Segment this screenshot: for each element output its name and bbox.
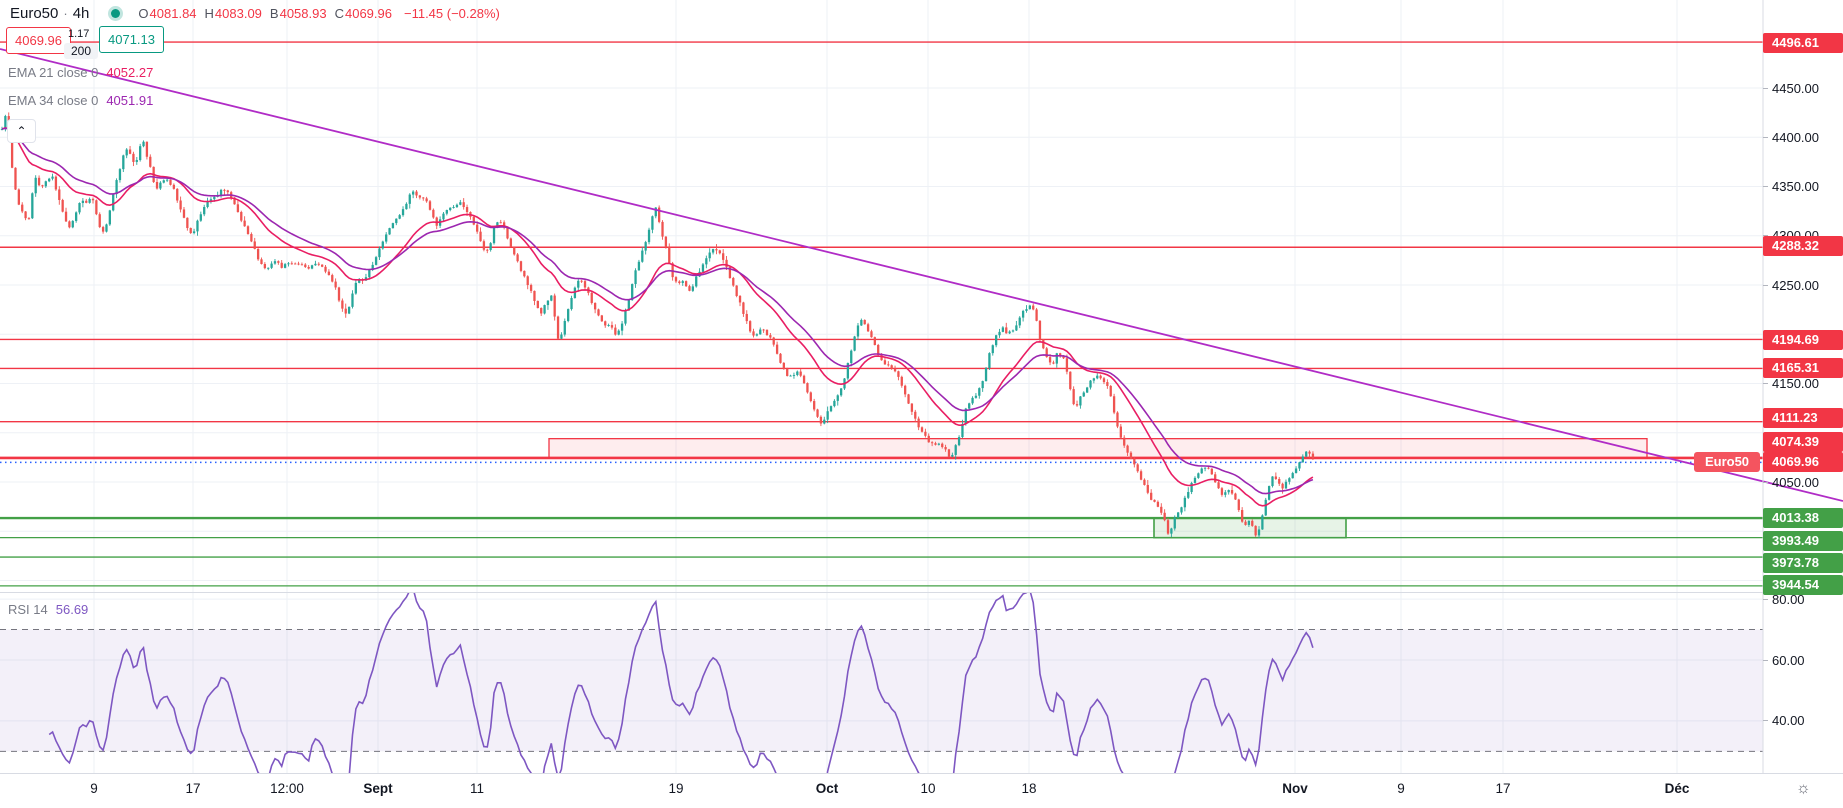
price-level-badge[interactable]: 4194.69: [1763, 330, 1843, 350]
rsi-value: 56.69: [55, 602, 89, 617]
price-tick-label: 4450.00: [1763, 80, 1843, 97]
ratio-numerator: 1.17: [68, 28, 90, 40]
time-axis-label: 11: [469, 781, 485, 796]
rsi-legend[interactable]: RSI 14 56.69: [8, 602, 88, 617]
ema21-legend[interactable]: EMA 21 close 0 4052.27: [8, 65, 153, 80]
ema34-line: [1, 127, 1314, 495]
price-level-badge[interactable]: 4013.38: [1763, 508, 1843, 528]
ema34-value: 4051.91: [106, 93, 154, 108]
current-price-badge[interactable]: 4069.96: [1763, 452, 1843, 472]
low-value: 4058.93: [279, 6, 327, 21]
price-level-badge[interactable]: 4074.39: [1763, 432, 1843, 452]
chevron-up-icon: ⌃: [16, 124, 27, 138]
collapse-legend-button[interactable]: ⌃: [7, 119, 36, 143]
ema21-value: 4052.27: [106, 65, 154, 80]
time-axis-label: 19: [668, 781, 684, 796]
ema34-label: EMA 34 close 0: [8, 93, 99, 108]
close-value: 4069.96: [344, 6, 392, 21]
rsi-tick-label: 60.00: [1763, 652, 1843, 669]
price-level-badge[interactable]: 4496.61: [1763, 33, 1843, 53]
rsi-label: RSI 14: [8, 602, 48, 617]
interval-label[interactable]: 4h: [72, 5, 90, 22]
symbol-legend[interactable]: Euro50 · 4h O4081.84 H4083.09 B4058.93 C…: [10, 5, 500, 22]
price-tick-label: 4050.00: [1763, 474, 1843, 491]
time-axis-label: Nov: [1282, 781, 1308, 796]
time-axis-label: 10: [920, 781, 936, 796]
time-axis-label: 17: [1495, 781, 1511, 796]
rsi-tick-label: 80.00: [1763, 591, 1843, 608]
time-axis-label: 9: [1397, 781, 1405, 796]
ratio-denominator[interactable]: 200: [64, 43, 99, 59]
price-level-badge[interactable]: 3993.49: [1763, 531, 1843, 551]
price-level-badge[interactable]: 4288.32: [1763, 236, 1843, 256]
price-tick-label: 4350.00: [1763, 178, 1843, 195]
open-key: O: [138, 6, 149, 21]
price-alert-box-red[interactable]: 4069.96: [6, 27, 71, 54]
axis-settings-icon[interactable]: ☼: [1796, 780, 1811, 797]
price-tick-label: 4150.00: [1763, 375, 1843, 392]
time-axis-label: Déc: [1664, 781, 1690, 796]
symbol-name[interactable]: Euro50: [10, 5, 59, 22]
low-key: B: [269, 6, 279, 21]
close-key: C: [334, 6, 344, 21]
ohlc-values: O4081.84 H4083.09 B4058.93 C4069.96 −11.…: [138, 6, 499, 21]
time-axis-label: Sept: [363, 781, 393, 796]
time-axis-label: Oct: [815, 781, 839, 796]
time-axis-label: 12:00: [270, 781, 304, 796]
open-value: 4081.84: [149, 6, 197, 21]
descending-trendline: [0, 48, 1843, 502]
price-tick-label: 4250.00: [1763, 277, 1843, 294]
price-level-badge[interactable]: 4165.31: [1763, 358, 1843, 378]
time-axis-label: 18: [1021, 781, 1037, 796]
price-tick-label: 4400.00: [1763, 129, 1843, 146]
price-alert-box-teal[interactable]: 4071.13: [99, 26, 164, 53]
market-status-icon[interactable]: [111, 9, 121, 18]
price-level-badge[interactable]: 4111.23: [1763, 408, 1843, 428]
symbol-price-tag[interactable]: Euro50: [1694, 452, 1760, 472]
rsi-band: [0, 629, 1763, 752]
time-axis-label: 17: [185, 781, 201, 796]
high-value: 4083.09: [214, 6, 262, 21]
high-key: H: [204, 6, 214, 21]
price-level-badge[interactable]: 3973.78: [1763, 553, 1843, 573]
ema21-label: EMA 21 close 0: [8, 65, 99, 80]
candles-layer: [0, 112, 1315, 539]
time-axis-label: 9: [90, 781, 98, 796]
change-value: −11.45 (−0.28%): [403, 6, 500, 21]
price-level-badge[interactable]: 3944.54: [1763, 575, 1843, 595]
ema21-line: [1, 126, 1314, 507]
legend-separator: ·: [63, 6, 68, 21]
rsi-tick-label: 40.00: [1763, 712, 1843, 729]
rsi-line: [48, 592, 1314, 773]
ema34-legend[interactable]: EMA 34 close 0 4051.91: [8, 93, 153, 108]
